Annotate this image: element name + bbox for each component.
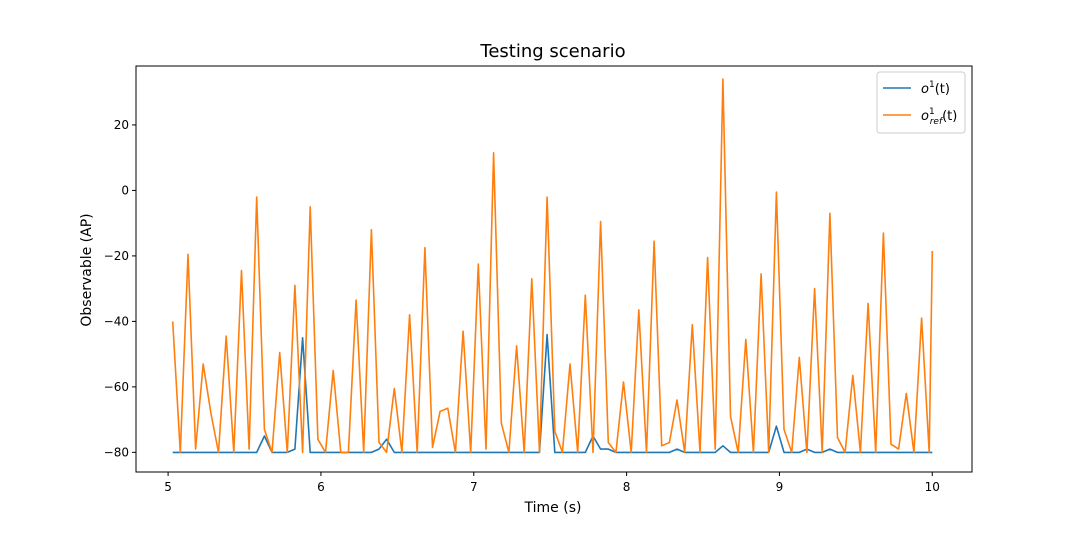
y-tick-label: 20 xyxy=(114,118,129,132)
legend-entry: o1 ref(t) xyxy=(921,107,957,127)
y-tick-label: 0 xyxy=(121,183,129,197)
y-tick-label: −80 xyxy=(104,445,129,459)
y-axis: −80 −60 −40 −20 0 20 xyxy=(104,118,136,459)
x-tick-label: 9 xyxy=(776,480,784,494)
x-axis: 5 6 7 8 9 10 xyxy=(164,472,940,494)
chart-title: Testing scenario xyxy=(479,41,625,62)
plot-lines xyxy=(171,78,934,454)
x-tick-label: 7 xyxy=(470,480,478,494)
y-tick-label: −20 xyxy=(104,249,129,263)
legend: o1(t) o1 ref(t) xyxy=(876,71,966,134)
plot-frame xyxy=(135,65,973,473)
x-tick-label: 5 xyxy=(164,480,172,494)
series-line-1 xyxy=(172,333,933,454)
x-axis-label: Time (s) xyxy=(524,500,582,516)
y-tick-label: −60 xyxy=(104,380,129,394)
legend-entry: o1(t) xyxy=(921,80,950,97)
y-axis-label: Observable (AP) xyxy=(79,213,95,326)
x-tick-label: 8 xyxy=(623,480,631,494)
series-line-2 xyxy=(171,78,934,454)
x-tick-label: 6 xyxy=(317,480,325,494)
x-tick-label: 10 xyxy=(925,480,940,494)
y-tick-label: −40 xyxy=(104,314,129,328)
